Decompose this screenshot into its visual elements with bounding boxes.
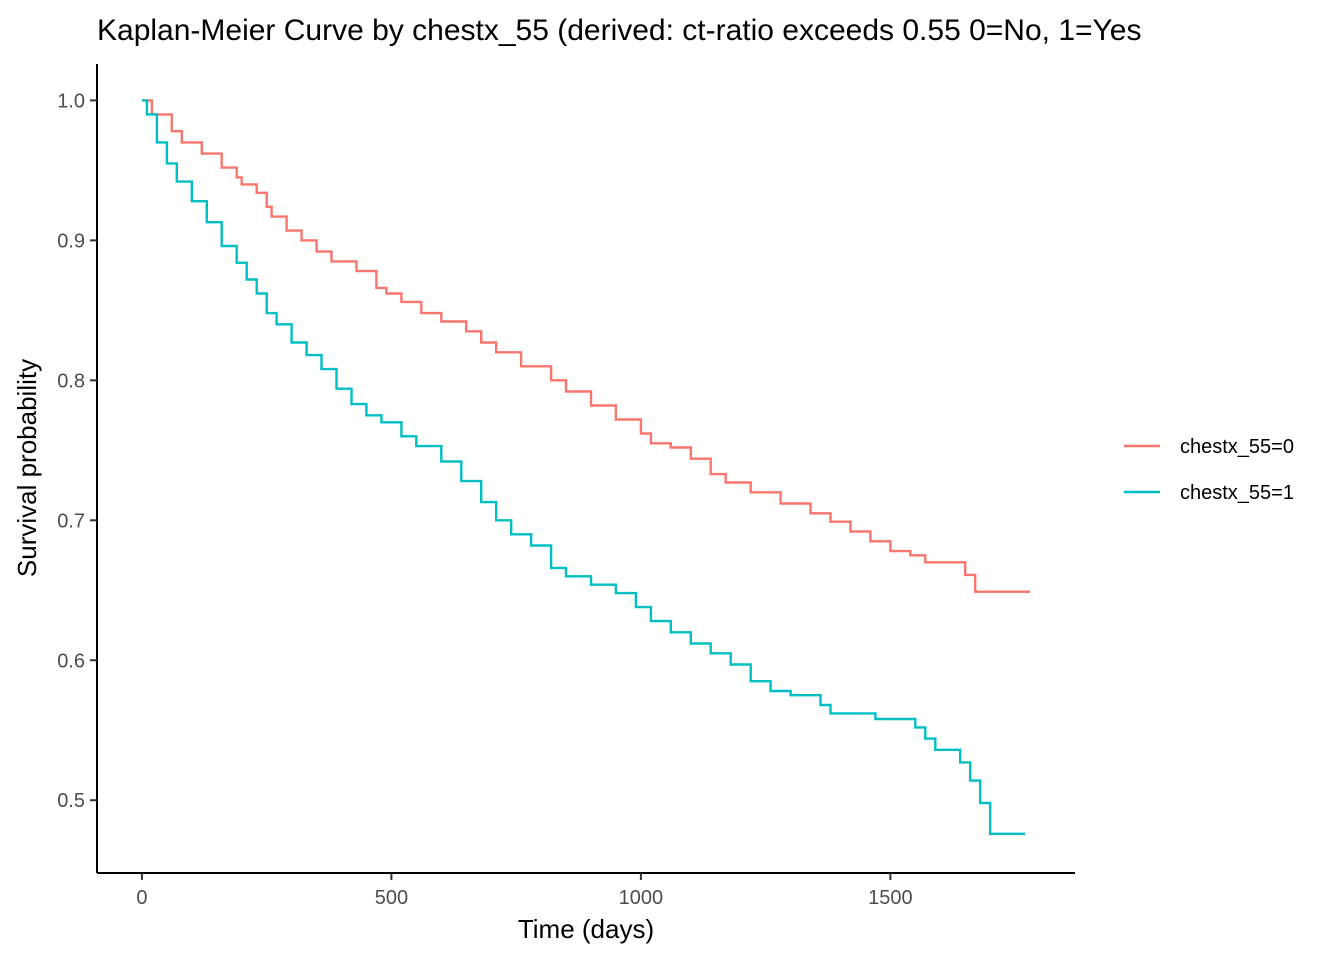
legend-label-0: chestx_55=0 bbox=[1180, 436, 1294, 458]
legend-label-1: chestx_55=1 bbox=[1180, 482, 1294, 504]
y-tick-label: 0.5 bbox=[57, 790, 85, 812]
plot-area bbox=[141, 99, 1031, 835]
x-tick-label: 0 bbox=[136, 887, 147, 909]
x-tick-label: 1500 bbox=[868, 887, 913, 909]
chart-title: Kaplan-Meier Curve by chestx_55 (derived… bbox=[97, 14, 1141, 47]
y-tick-label: 0.7 bbox=[57, 510, 85, 532]
series-line-1 bbox=[141, 99, 1026, 835]
x-tick-label: 1000 bbox=[619, 887, 664, 909]
x-axis-ticks: 0 500 1000 1500 bbox=[136, 873, 913, 909]
x-axis-title: Time (days) bbox=[518, 914, 654, 944]
y-axis-title: Survival probability bbox=[12, 359, 42, 577]
series-line-0 bbox=[141, 99, 1031, 593]
y-axis-ticks: 0.5 0.6 0.7 0.8 0.9 1.0 bbox=[57, 90, 97, 812]
y-tick-label: 1.0 bbox=[57, 90, 85, 112]
y-tick-label: 0.6 bbox=[57, 650, 85, 672]
x-tick-label: 500 bbox=[375, 887, 408, 909]
y-tick-label: 0.8 bbox=[57, 370, 85, 392]
legend: chestx_55=0 chestx_55=1 bbox=[1124, 436, 1294, 504]
y-tick-label: 0.9 bbox=[57, 230, 85, 252]
